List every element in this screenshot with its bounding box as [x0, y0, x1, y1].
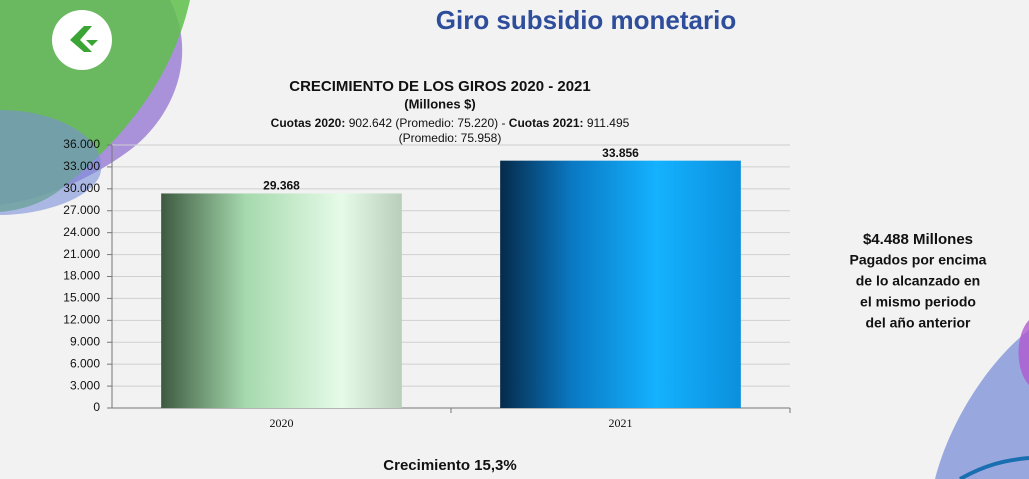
y-tick-label: 24.000	[63, 225, 100, 239]
y-tick-label: 9.000	[70, 334, 100, 348]
y-tick-label: 30.000	[63, 181, 100, 195]
y-tick-label: 21.000	[63, 247, 100, 261]
value-label: 29.368	[263, 179, 300, 193]
annotation-part: 911.495	[584, 116, 630, 130]
annotation: (Promedio: 75.958)	[399, 131, 502, 145]
y-tick-label: 0	[93, 400, 100, 414]
decor-blue	[0, 110, 102, 215]
logo-mark	[70, 26, 98, 52]
slide-title: Giro subsidio monetario	[436, 5, 736, 35]
side-line: el mismo periodo	[860, 294, 976, 310]
side-line: de lo alcanzado en	[856, 273, 980, 289]
y-tick-label: 6.000	[70, 356, 100, 370]
chart-subtitle: (Millones $)	[404, 96, 476, 111]
y-tick-label: 3.000	[70, 378, 100, 392]
logo	[52, 10, 112, 70]
footer: Crecimiento 15,3%	[383, 457, 516, 474]
annotation-part: 902.642 (Promedio: 75.220) -	[345, 116, 508, 130]
y-tick-label: 15.000	[63, 291, 100, 305]
side-headline: $4.488 Millones	[863, 231, 973, 248]
side-line: Pagados por encima	[850, 252, 987, 268]
bar	[500, 160, 741, 408]
side-line: del año anterior	[865, 315, 971, 331]
y-tick-label: 27.000	[63, 203, 100, 217]
value-label: 33.856	[602, 146, 639, 160]
decor-blue-right	[935, 330, 1029, 479]
annotation-part: Cuotas 2021:	[509, 116, 584, 130]
decor-line	[959, 456, 1029, 479]
annotation-part: Cuotas 2020:	[271, 116, 346, 130]
x-tick-label: 2021	[609, 416, 633, 430]
decor-purple-right	[1018, 320, 1029, 385]
bar	[161, 193, 402, 408]
y-tick-label: 12.000	[63, 313, 100, 327]
y-tick-label: 18.000	[63, 269, 100, 283]
annotation: Cuotas 2020: 902.642 (Promedio: 75.220) …	[271, 116, 630, 130]
y-tick-label: 33.000	[63, 159, 100, 173]
x-tick-label: 2020	[270, 416, 294, 430]
chart-title: CRECIMIENTO DE LOS GIROS 2020 - 2021	[289, 78, 590, 95]
side-note: Pagados por encima de lo alcanzado en el m…	[850, 252, 987, 331]
y-tick-label: 36.000	[63, 137, 100, 151]
